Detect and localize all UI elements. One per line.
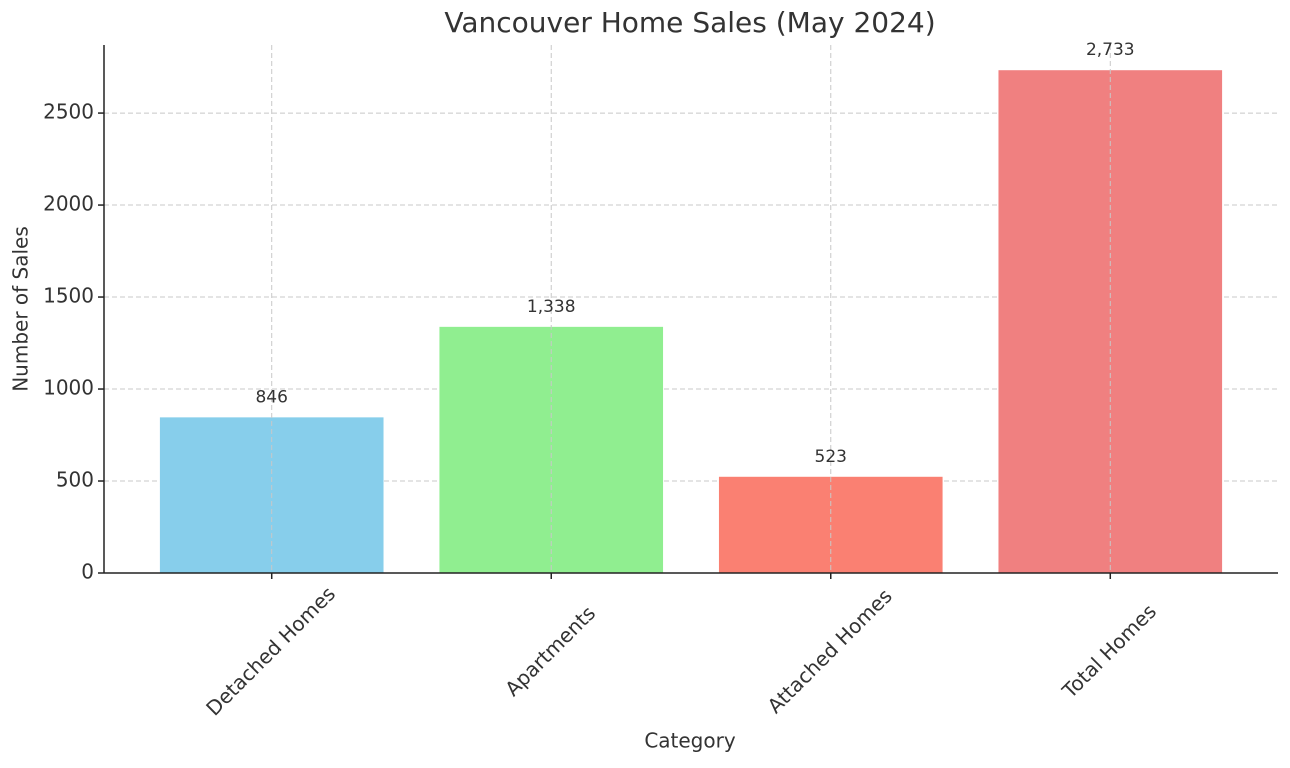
y-tick-label: 2500 — [43, 100, 94, 124]
x-tick-label: Attached Homes — [763, 584, 897, 718]
y-tick-label: 2000 — [43, 192, 94, 216]
chart-title: Vancouver Home Sales (May 2024) — [444, 6, 935, 39]
y-tick-label: 500 — [56, 468, 94, 492]
value-label: 1,338 — [527, 297, 576, 317]
y-tick-label: 1500 — [43, 284, 94, 308]
x-tick-label: Detached Homes — [201, 582, 340, 721]
y-tick-label: 1000 — [43, 376, 94, 400]
y-axis-label: Number of Sales — [9, 226, 33, 392]
y-tick-label: 0 — [81, 560, 94, 584]
x-axis-label: Category — [644, 729, 736, 753]
bar — [718, 476, 943, 573]
x-tick-label: Total Homes — [1057, 599, 1161, 703]
value-label: 2,733 — [1086, 40, 1135, 60]
value-label: 846 — [255, 387, 287, 407]
value-label: 523 — [815, 447, 847, 467]
x-tick-label: Apartments — [500, 601, 600, 701]
